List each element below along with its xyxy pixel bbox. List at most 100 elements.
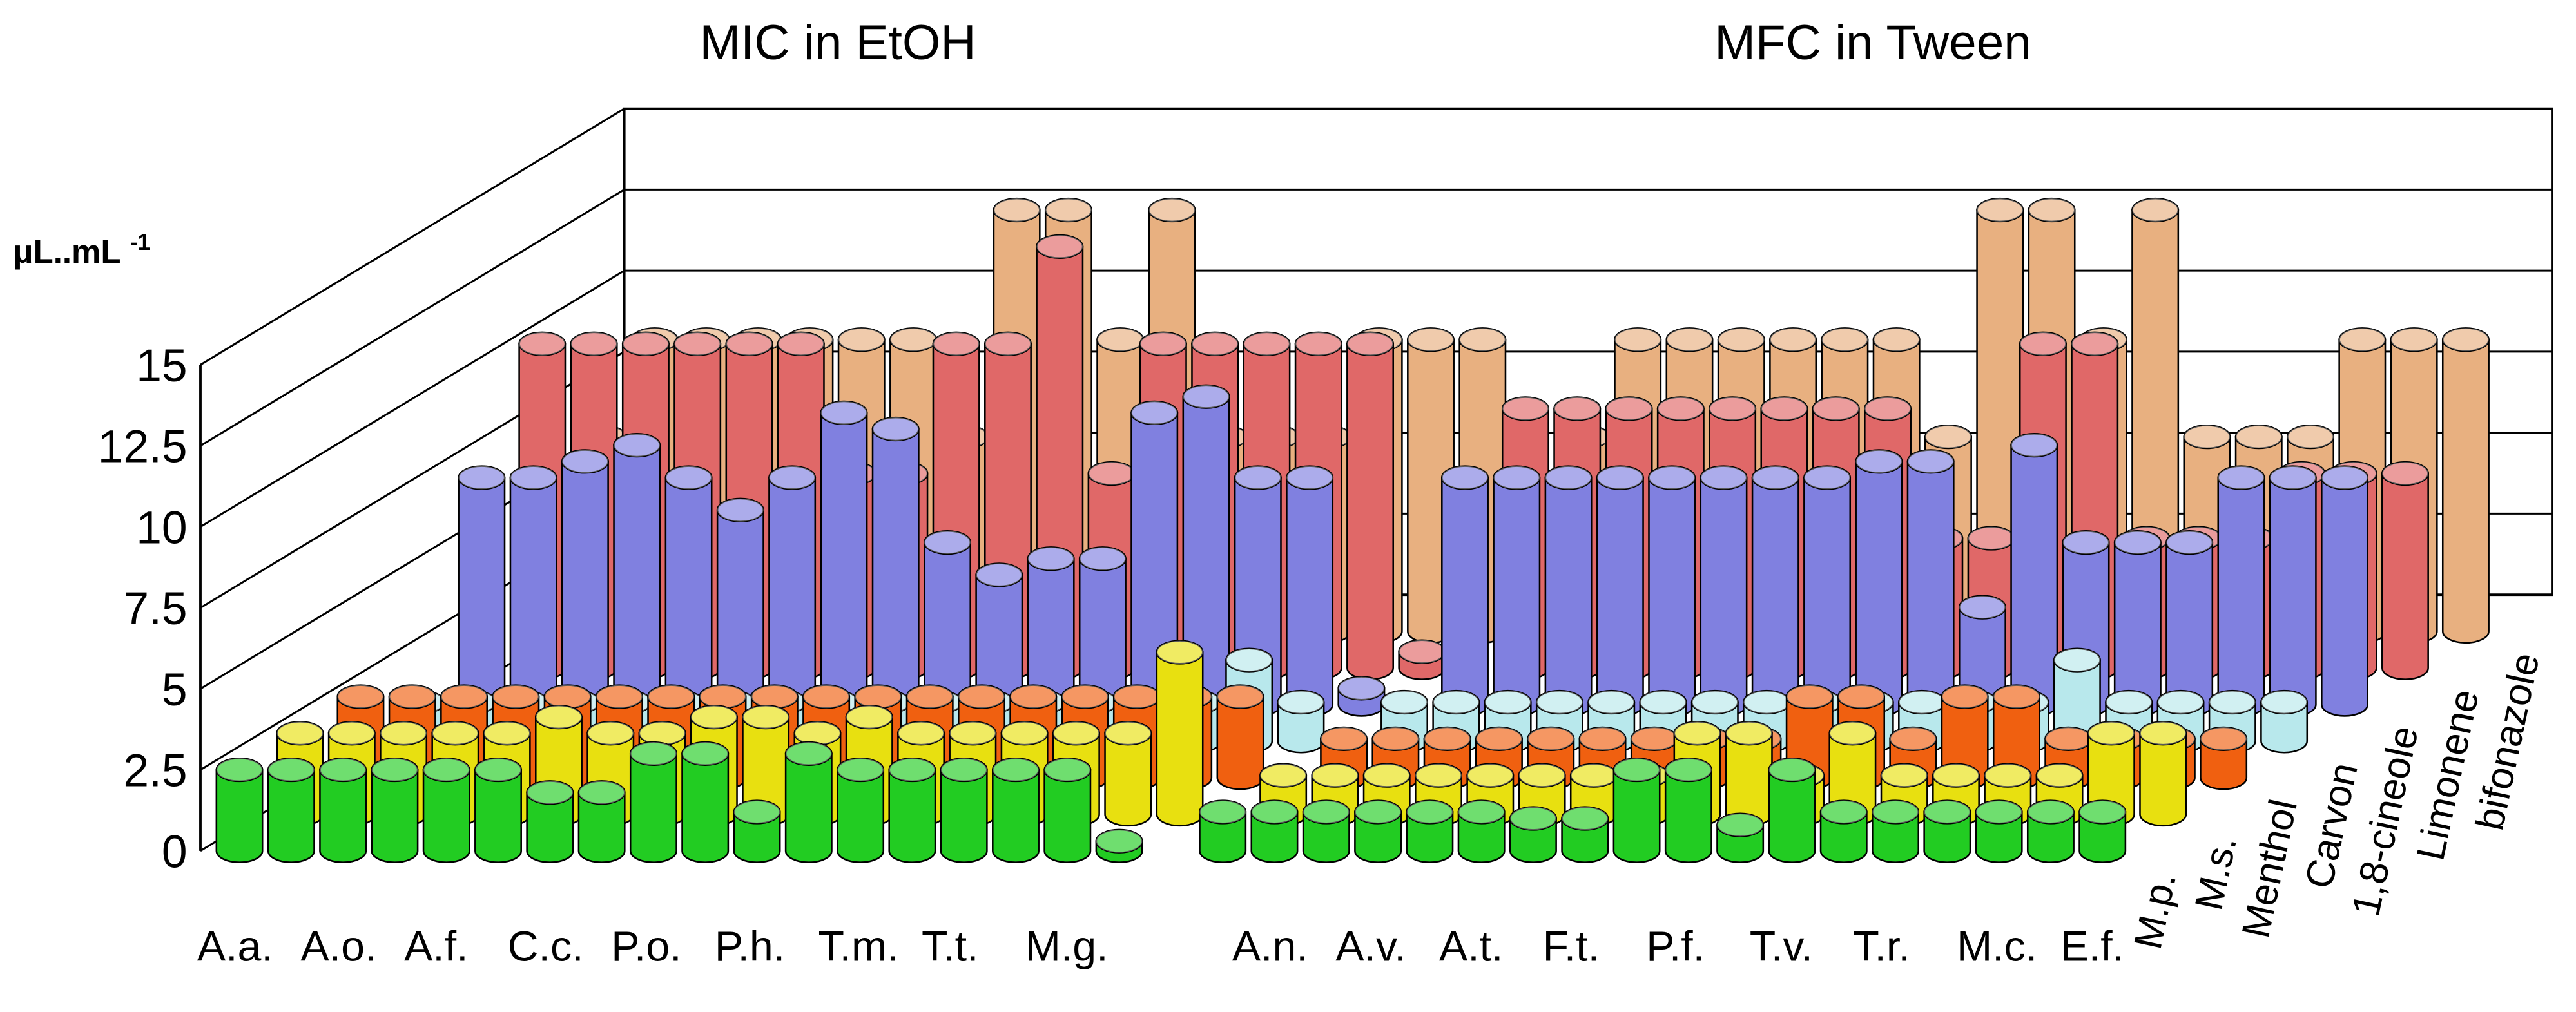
- cylinder: [1354, 799, 1402, 863]
- cylinder-top: [1717, 327, 1765, 352]
- cylinder-top: [2105, 689, 2153, 715]
- cylinder: [1156, 640, 1204, 827]
- cylinder-top: [2028, 197, 2076, 223]
- cylinder-top: [932, 331, 980, 356]
- cylinder-top: [1156, 640, 1204, 665]
- cylinder-top: [1803, 465, 1852, 490]
- cylinder-highlight: [1442, 466, 1488, 490]
- cylinder: [2208, 689, 2256, 754]
- cylinder: [2026, 799, 2075, 863]
- cylinder-highlight: [889, 758, 936, 781]
- cylinder-body: [1104, 732, 1152, 827]
- cylinder: [1700, 465, 1748, 717]
- cylinder-top: [2062, 530, 2110, 555]
- cylinder: [1819, 799, 1868, 863]
- cylinder-top: [2217, 465, 2265, 490]
- cylinder-highlight: [337, 685, 384, 709]
- cylinder-top: [1992, 684, 2040, 709]
- cylinder-highlight: [1881, 763, 1928, 787]
- cylinder: [2139, 721, 2187, 827]
- cylinder-highlight: [1571, 763, 1617, 787]
- cylinder-top: [2260, 689, 2309, 715]
- cylinder: [319, 757, 367, 863]
- x-tick-label: T.t.: [922, 923, 978, 971]
- cylinder-body: [422, 769, 470, 863]
- x-tick-label: A.o.: [300, 923, 376, 971]
- cylinder-highlight: [691, 705, 737, 729]
- cylinder-highlight: [1183, 385, 1230, 408]
- cylinder-top: [1061, 684, 1109, 709]
- cylinder-body: [871, 428, 920, 717]
- cylinder-top: [1407, 327, 1455, 352]
- cylinder-highlight: [1251, 800, 1298, 824]
- cylinder-highlight: [933, 332, 980, 356]
- cylinder-highlight: [1459, 328, 1506, 352]
- cylinder: [2078, 799, 2127, 863]
- x-tick-label: P.o.: [611, 923, 681, 971]
- y-tick-label: 0: [162, 826, 188, 877]
- cylinder-highlight: [958, 685, 1005, 709]
- x-tick-label: A.n.: [1232, 923, 1308, 971]
- cylinder: [577, 780, 626, 863]
- cylinder-highlight: [2157, 691, 2204, 714]
- cylinder-top: [1423, 726, 1471, 751]
- cylinder-highlight: [1890, 727, 1937, 750]
- cylinder-highlight: [1804, 466, 1850, 490]
- cylinder-highlight: [2270, 466, 2316, 490]
- cylinder-top: [215, 757, 264, 783]
- cylinder-top: [820, 400, 868, 425]
- cylinder-highlight: [2184, 425, 2231, 448]
- cylinder-highlight: [1061, 685, 1109, 709]
- cylinder-highlight: [1192, 332, 1238, 356]
- cylinder-highlight: [733, 800, 780, 824]
- cylinder-top: [1104, 721, 1152, 746]
- cylinder-highlight: [1829, 721, 1876, 745]
- cylinder-top: [1337, 676, 1386, 701]
- cylinder-top: [1864, 396, 1912, 421]
- cylinder-top: [1432, 689, 1480, 715]
- cylinder: [1250, 799, 1299, 863]
- cylinder-top: [1664, 757, 1712, 783]
- cylinder-highlight: [1355, 800, 1401, 824]
- cylinder-highlight: [1433, 691, 1480, 714]
- cylinder-highlight: [216, 758, 263, 781]
- cylinder-highlight: [1527, 727, 1574, 750]
- cylinder: [1302, 799, 1350, 863]
- cylinder-top: [690, 704, 738, 730]
- cylinder: [2321, 465, 2368, 717]
- cylinder-highlight: [1743, 691, 1790, 714]
- cylinder: [871, 416, 920, 717]
- cylinder-highlight: [1700, 466, 1747, 490]
- cylinder-highlight: [1347, 332, 1393, 356]
- cylinder-highlight: [276, 721, 324, 745]
- cylinder-top: [1709, 396, 1757, 421]
- cylinder-top: [845, 704, 893, 730]
- cylinder: [422, 757, 470, 863]
- cylinder-highlight: [1941, 685, 1988, 709]
- cylinder-highlight: [596, 685, 643, 709]
- cylinder-top: [1044, 197, 1092, 223]
- cylinder-top: [2234, 425, 2283, 450]
- cylinder: [1457, 799, 1506, 863]
- cylinder-highlight: [898, 721, 944, 745]
- cylinder: [1277, 689, 1325, 754]
- cylinder-highlight: [1381, 691, 1428, 714]
- cylinder-body: [2321, 477, 2368, 717]
- cylinder-body: [1441, 477, 1489, 717]
- x-tick-label: A.f.: [404, 923, 468, 971]
- cylinder-highlight: [742, 705, 789, 729]
- cylinder-body: [1664, 769, 1712, 863]
- cylinder-top: [586, 721, 635, 746]
- cylinder-highlight: [993, 758, 1039, 781]
- cylinder-top: [1605, 396, 1653, 421]
- cylinder-highlight: [682, 742, 728, 765]
- cylinder-highlight: [1975, 800, 2022, 824]
- cylinder-top: [2321, 465, 2368, 490]
- cylinder-top: [1380, 689, 1428, 715]
- cylinder-top: [837, 757, 885, 783]
- cylinder-highlight: [1131, 401, 1177, 425]
- cylinder-highlight: [1665, 758, 1712, 781]
- cylinder-body: [371, 769, 419, 863]
- cylinder: [1441, 465, 1489, 717]
